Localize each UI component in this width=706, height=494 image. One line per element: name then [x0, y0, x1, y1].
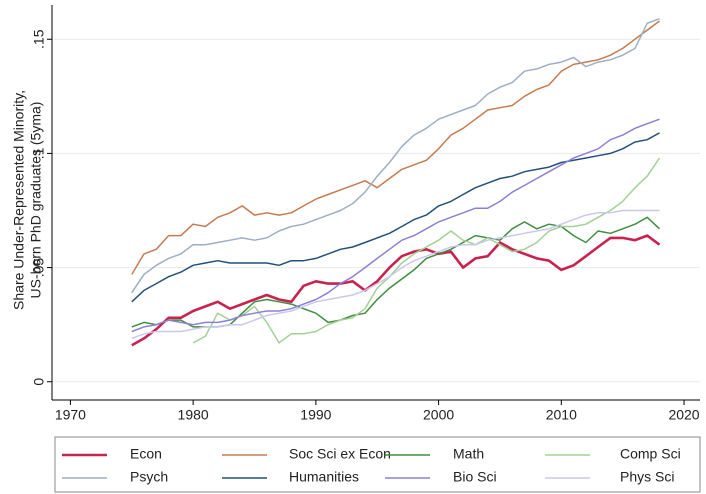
- legend-label: Soc Sci ex Econ: [289, 446, 391, 462]
- legend-label: Econ: [130, 446, 162, 462]
- y-axis-label: Share Under-Represented Minority,: [11, 90, 27, 310]
- y-tick-label: .1: [31, 147, 47, 159]
- legend-label: Phys Sci: [620, 469, 674, 485]
- x-tick-label: 1980: [178, 407, 209, 423]
- x-tick-label: 2010: [546, 407, 577, 423]
- legend-label: Psych: [130, 469, 168, 485]
- y-axis-label: US-born PhD graduates (5yma): [28, 102, 44, 299]
- series-line: [131, 209, 660, 340]
- series-line: [192, 157, 661, 344]
- legend-label: Math: [453, 446, 484, 462]
- y-tick-label: 0: [31, 378, 47, 386]
- series-line: [131, 17, 660, 294]
- series-line: [131, 132, 660, 303]
- series-line: [131, 234, 661, 347]
- x-tick-label: 1970: [55, 407, 86, 423]
- legend-label: Humanities: [289, 469, 359, 485]
- series-line: [131, 118, 660, 333]
- y-tick-label: .05: [31, 258, 47, 278]
- series-line: [131, 20, 660, 275]
- legend-label: Comp Sci: [620, 446, 681, 462]
- legend-box: [54, 436, 701, 493]
- x-tick-label: 1990: [300, 407, 331, 423]
- legend-label: Bio Sci: [453, 469, 497, 485]
- y-tick-label: .15: [31, 29, 47, 49]
- x-tick-label: 2000: [423, 407, 454, 423]
- x-tick-label: 2020: [668, 407, 699, 423]
